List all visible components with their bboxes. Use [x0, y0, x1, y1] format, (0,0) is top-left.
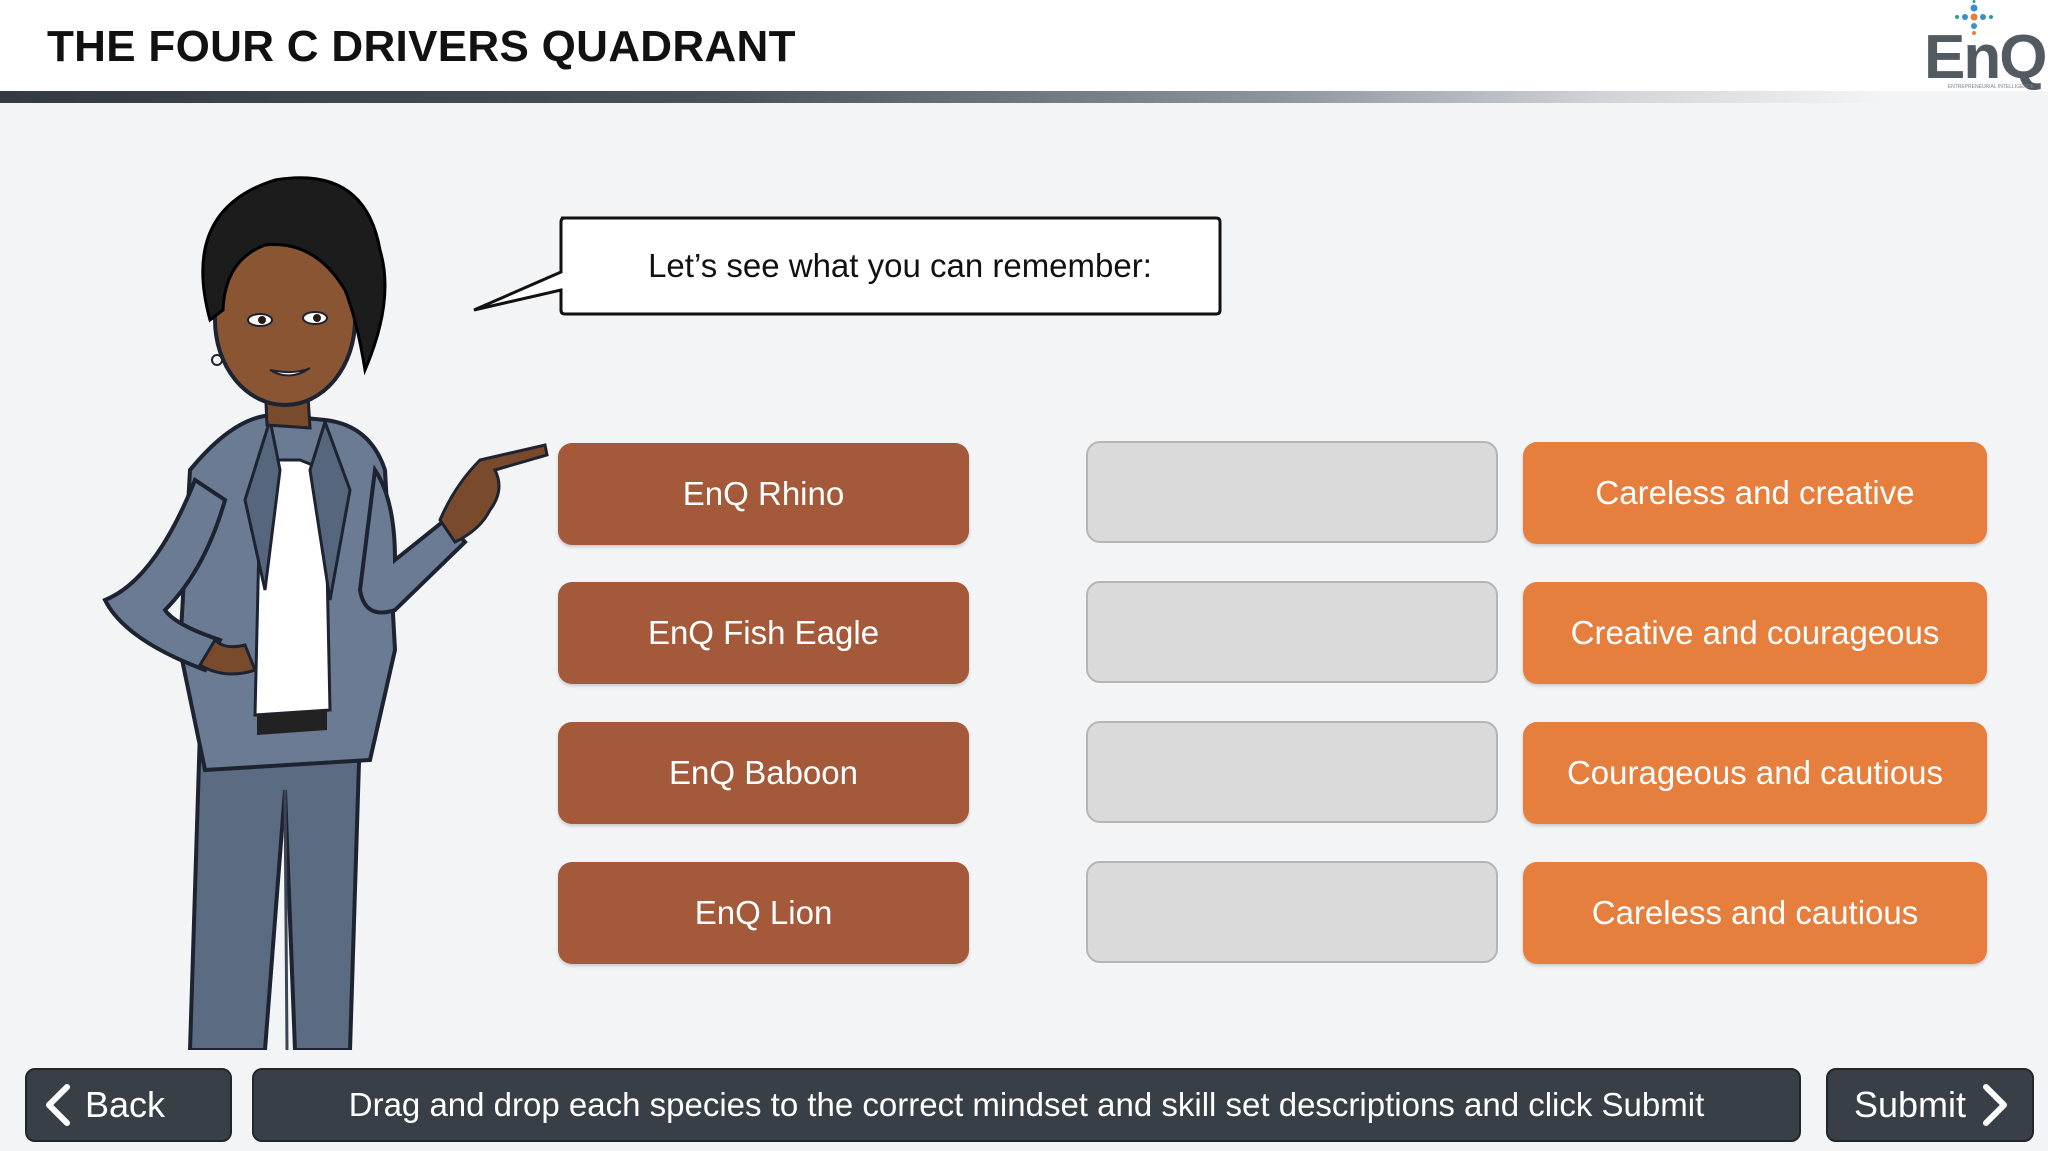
drop-target-3[interactable]	[1086, 721, 1498, 823]
description-careless-creative[interactable]: Careless and creative	[1523, 442, 1987, 544]
instruction-bar: Drag and drop each species to the correc…	[252, 1068, 1801, 1142]
submit-button[interactable]: Submit	[1826, 1068, 2034, 1142]
species-lion-button[interactable]: EnQ Lion	[558, 862, 969, 964]
speech-bubble-text: Let’s see what you can remember:	[648, 247, 1152, 284]
drop-target-1[interactable]	[1086, 441, 1498, 543]
header-bar: THE FOUR C DRIVERS QUADRANT EnQ ENTREPRE…	[0, 0, 2048, 92]
species-rhino-button[interactable]: EnQ Rhino	[558, 443, 969, 545]
speech-bubble: Let’s see what you can remember:	[470, 214, 1222, 318]
chevron-right-icon	[1983, 1084, 2008, 1126]
drop-target-2[interactable]	[1086, 581, 1498, 683]
speech-bubble-shape	[473, 216, 1222, 316]
logo-text: EnQ	[1924, 23, 2047, 92]
enq-logo: EnQ ENTREPRENEURIAL INTELLIGENCE	[1918, 0, 2047, 100]
presenter-character	[102, 176, 549, 1050]
back-button[interactable]: Back	[25, 1068, 232, 1142]
back-button-label: Back	[85, 1084, 166, 1125]
species-fish-eagle-button[interactable]: EnQ Fish Eagle	[558, 582, 969, 684]
description-creative-courageous[interactable]: Creative and courageous	[1523, 582, 1987, 684]
dot-cross-icon	[1955, 0, 1993, 35]
submit-button-label: Submit	[1854, 1084, 1967, 1125]
header-divider	[0, 91, 2048, 103]
logo-subtext: ENTREPRENEURIAL INTELLIGENCE	[1947, 84, 2034, 90]
description-careless-cautious[interactable]: Careless and cautious	[1523, 862, 1987, 964]
chevron-left-icon	[46, 1084, 70, 1126]
description-courageous-cautious[interactable]: Courageous and cautious	[1523, 722, 1987, 824]
page-title: THE FOUR C DRIVERS QUADRANT	[47, 22, 796, 71]
species-baboon-button[interactable]: EnQ Baboon	[558, 722, 969, 824]
drop-target-4[interactable]	[1086, 861, 1498, 963]
